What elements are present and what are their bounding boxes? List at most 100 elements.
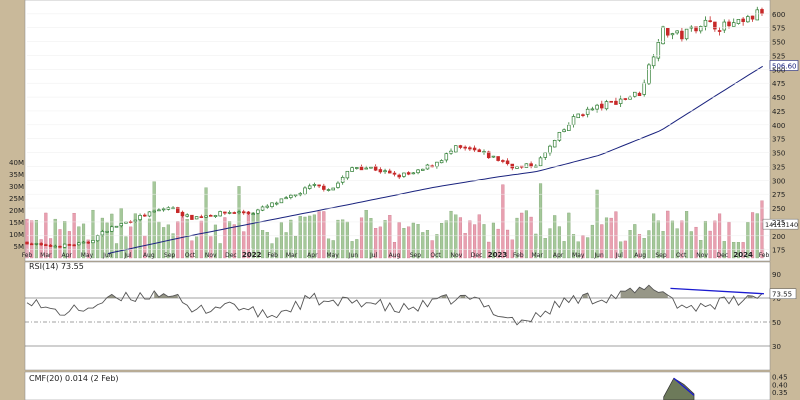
volume-bar (53, 218, 57, 259)
candle-body (435, 161, 439, 167)
candle-body (39, 243, 43, 246)
volume-bar (265, 232, 269, 259)
candle-body (468, 147, 472, 150)
candle-body (44, 244, 48, 246)
volume-axis: 5M 10M 15M 20M 25M 30M 35M 40M (9, 159, 24, 251)
price-axis: 175 200 225 250 275 300 325 350 375 400 425 450 475 5… (27, 11, 785, 255)
candle-body (633, 91, 637, 97)
candle-body (91, 240, 95, 244)
candle-body (72, 244, 76, 247)
candle-body (241, 211, 246, 214)
date-tick-label: Apr (307, 252, 318, 259)
candle-body (708, 20, 712, 23)
volume-bar (284, 232, 288, 259)
volume-bar (152, 181, 156, 259)
volume-bar (604, 217, 609, 259)
candle-body (750, 15, 755, 20)
candle-body (77, 242, 81, 246)
volume-bar (689, 231, 693, 259)
volume-bar (520, 212, 524, 259)
candle-body (340, 176, 345, 183)
candle-body (656, 42, 661, 59)
candle-body (133, 219, 138, 222)
volume-bar (312, 214, 316, 259)
candle-body (727, 21, 731, 27)
candle-body (453, 145, 458, 153)
volume-bar (642, 238, 646, 259)
volume-bar (581, 235, 585, 259)
price-tick-label: 375 (772, 136, 785, 144)
volume-bar (275, 237, 279, 259)
volume-bar (402, 228, 406, 259)
date-tick-label: Apr (62, 252, 73, 259)
candlesticks (25, 6, 764, 248)
volume-bar (444, 220, 448, 259)
rsi-tick-label: 90 (772, 271, 781, 279)
date-tick-label: 2023 (488, 251, 508, 259)
price-tick-label: 325 (772, 163, 785, 171)
candle-body (161, 208, 166, 211)
volume-bar (430, 240, 434, 259)
volume-bar (176, 221, 180, 259)
volume-bar (341, 219, 345, 259)
candle-body (722, 21, 727, 31)
date-tick-label: Jul (123, 252, 132, 259)
date-tick-label: Mar (286, 252, 298, 259)
volume-bar (331, 240, 335, 259)
candle-body (199, 216, 204, 218)
candle-body (604, 101, 609, 110)
candle-body (510, 163, 515, 169)
volume-bar (732, 242, 736, 259)
candle-body (204, 215, 208, 218)
candle-body (293, 194, 298, 197)
price-tick-label: 350 (772, 150, 785, 158)
volume-bar (303, 216, 307, 259)
volume-bar (491, 222, 495, 259)
candle-body (147, 211, 152, 217)
cmf-tick-label: 0.40 (772, 381, 788, 389)
candle-body (552, 139, 557, 148)
date-tick-label: Mar (532, 252, 544, 259)
volume-bar (614, 211, 618, 259)
rsi-value-label: 73.55 (772, 291, 792, 299)
candle-body (548, 145, 552, 154)
volume-bar (736, 242, 740, 259)
volume-bar (609, 217, 613, 259)
volume-bar (378, 226, 382, 259)
candle-body (505, 160, 510, 165)
volume-bar (147, 218, 152, 259)
rsi-panel-bg (24, 261, 771, 371)
rsi-overbought-area (582, 293, 588, 298)
candle-body (651, 56, 656, 67)
volume-bar (223, 217, 227, 259)
candle-body (58, 245, 62, 248)
candle-body (373, 166, 378, 171)
price-tick-label: 275 (772, 191, 785, 199)
volume-bar (364, 210, 368, 259)
volume-bar (440, 223, 444, 259)
candle-body (62, 243, 67, 248)
candle-body (571, 116, 576, 126)
volume-tick-label: 30M (9, 183, 24, 191)
candle-body (491, 155, 496, 158)
price-tick-label: 500 (772, 66, 785, 74)
date-tick-label: Oct (676, 252, 687, 259)
volume-bar (105, 222, 109, 259)
candle-body (449, 150, 453, 154)
candle-body (265, 205, 270, 208)
candle-body (81, 241, 86, 244)
candle-body (623, 98, 628, 100)
price-panel-bg (24, 0, 771, 262)
volume-bar (359, 217, 364, 259)
date-tick-label: Aug (143, 252, 155, 259)
candle-body (227, 212, 232, 214)
volume-bar (548, 228, 552, 259)
price-tick-label: 525 (772, 52, 785, 60)
volume-bar (336, 219, 340, 259)
rsi-overbought-area (620, 285, 668, 298)
volume-bar (449, 210, 453, 259)
cmf-area (663, 377, 695, 400)
volume-bar (590, 224, 594, 259)
candle-body (157, 209, 161, 212)
candle-body (232, 212, 237, 214)
